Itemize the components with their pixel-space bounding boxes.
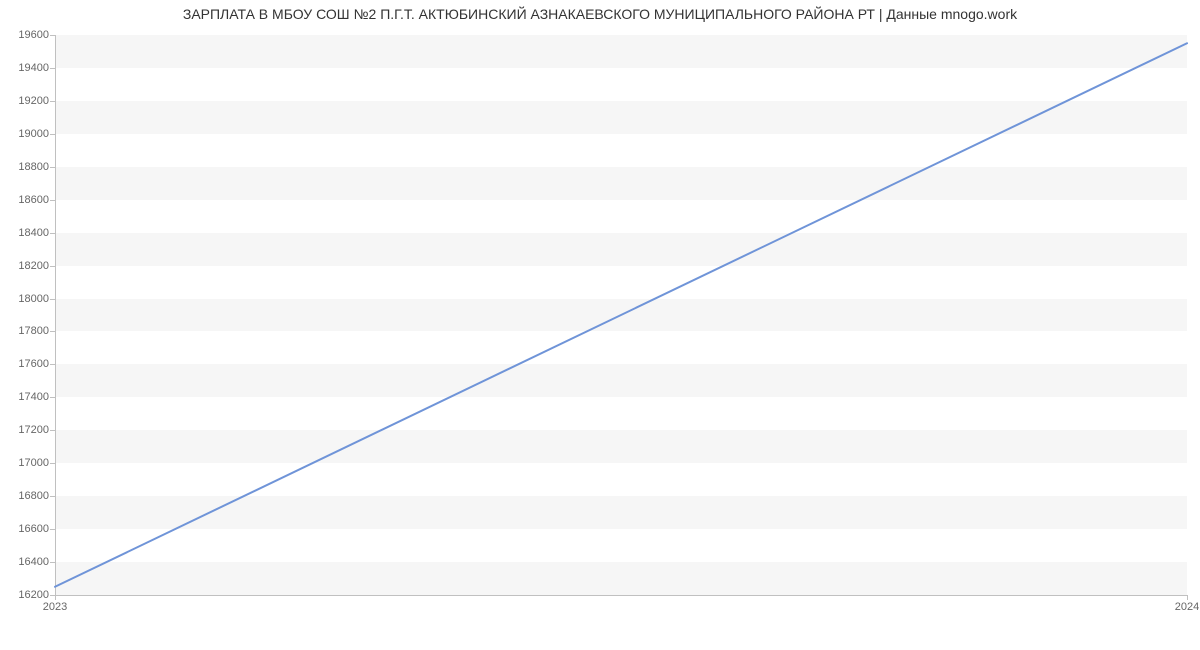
y-tick-label: 19400 [18,62,49,74]
y-tick-label: 18800 [18,161,49,173]
y-tick-label: 19000 [18,128,49,140]
y-tick-label: 16400 [18,556,49,568]
y-tick-label: 18200 [18,260,49,272]
y-tick-label: 19200 [18,95,49,107]
series-layer [55,35,1187,595]
y-tick-label: 17000 [18,457,49,469]
y-tick-label: 18000 [18,293,49,305]
plot-area: 1620016400166001680017000172001740017600… [55,35,1187,595]
y-tick-label: 18400 [18,227,49,239]
x-tick-label: 2023 [43,601,67,613]
y-tick-label: 16800 [18,490,49,502]
x-axis-line [55,595,1187,596]
y-tick-label: 17400 [18,391,49,403]
chart-title: ЗАРПЛАТА В МБОУ СОШ №2 П.Г.Т. АКТЮБИНСКИ… [0,6,1200,22]
y-tick-label: 17200 [18,424,49,436]
x-tick-label: 2024 [1175,601,1199,613]
y-tick-label: 17600 [18,358,49,370]
y-tick-label: 19600 [18,29,49,41]
salary-line-chart: ЗАРПЛАТА В МБОУ СОШ №2 П.Г.Т. АКТЮБИНСКИ… [0,0,1200,650]
y-tick-label: 16200 [18,589,49,601]
y-tick-label: 18600 [18,194,49,206]
y-tick-label: 16600 [18,523,49,535]
y-tick-label: 17800 [18,325,49,337]
series-line-salary [55,43,1187,587]
x-tick-mark [1187,595,1188,600]
